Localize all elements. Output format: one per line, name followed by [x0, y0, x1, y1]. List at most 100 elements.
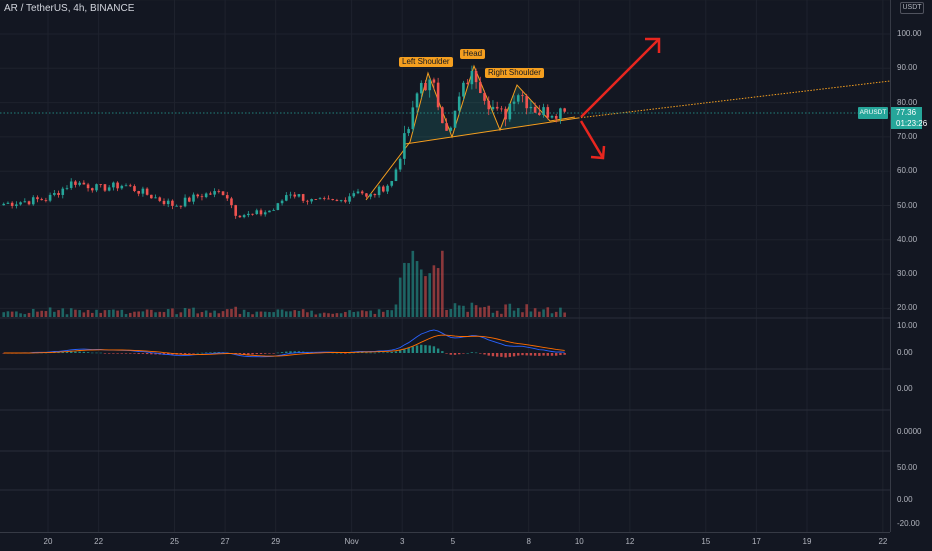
symbol-price-label: ARUSDT: [858, 107, 888, 119]
macd-histogram-bar: [82, 351, 86, 353]
volume-bar: [133, 311, 136, 317]
candle: [263, 210, 267, 217]
volume-bar: [158, 311, 162, 317]
volume-bar: [470, 302, 474, 317]
volume-bar: [19, 313, 22, 317]
head-fill: [452, 66, 500, 137]
candle: [318, 197, 322, 200]
candle: [31, 195, 35, 206]
volume-bar: [322, 312, 326, 317]
macd-histogram-bar: [95, 352, 98, 354]
candle: [373, 193, 377, 198]
candle: [268, 210, 271, 213]
volume-bar: [107, 309, 111, 317]
volume-bars: [2, 250, 566, 317]
volume-bar: [538, 311, 541, 317]
time-tick: Nov: [344, 537, 359, 546]
volume-bar: [53, 311, 56, 317]
symbol-title[interactable]: AR / TetherUS, 4h, BINANCE: [4, 3, 135, 14]
macd-histogram-bar: [382, 352, 385, 354]
candle: [474, 68, 478, 89]
candle: [521, 90, 524, 103]
macd-histogram-bar: [500, 353, 503, 357]
macd-histogram-bar: [508, 353, 512, 357]
annotation-head[interactable]: Head: [460, 49, 486, 59]
volume-bar: [441, 250, 444, 317]
candle: [453, 110, 457, 128]
volume-bar: [331, 313, 334, 317]
macd-histogram-bar: [293, 351, 296, 353]
candle: [419, 80, 423, 99]
volume-bar: [411, 250, 415, 317]
price-tick: 70.00: [897, 131, 918, 141]
candle: [65, 185, 69, 191]
volume-bar: [2, 312, 6, 317]
macd-histogram-bar: [550, 353, 554, 356]
volume-bar: [171, 308, 174, 317]
volume-bar: [230, 308, 233, 317]
volume-bar: [428, 273, 431, 317]
candle: [390, 180, 394, 188]
candle: [225, 191, 229, 202]
macd-histogram-bar: [449, 353, 452, 355]
macd-histogram-bar: [285, 351, 288, 353]
macd-histogram-bar: [204, 352, 208, 354]
candle: [221, 191, 225, 196]
candle: [120, 184, 124, 190]
candle: [78, 180, 81, 187]
macd-histogram-bar: [213, 352, 216, 353]
candle: [542, 103, 545, 118]
candle: [124, 183, 128, 187]
time-tick: 5: [450, 537, 456, 546]
volume-bar: [419, 269, 423, 317]
candle: [69, 178, 73, 190]
candle: [377, 184, 381, 198]
volume-bar: [31, 308, 35, 317]
volume-bar: [403, 262, 406, 317]
chart-area[interactable]: AR / TetherUS, 4h, BINANCE Left Shoulder…: [0, 0, 890, 532]
price-tick: 30.00: [897, 269, 918, 279]
volume-bar: [365, 311, 368, 317]
volume-bar: [48, 307, 52, 317]
time-scale[interactable]: 20 22 25 27 29 Nov 3 5 8 10 12 15 17 19 22: [0, 532, 890, 551]
volume-bar: [449, 308, 453, 317]
annotation-left-shoulder[interactable]: Left Shoulder: [399, 57, 453, 67]
candle: [57, 190, 60, 198]
volume-bar: [310, 310, 313, 317]
macd-histogram-bar: [251, 353, 254, 355]
candle: [44, 197, 48, 203]
macd-histogram-bar: [91, 352, 94, 354]
candle: [242, 213, 246, 219]
volume-bar: [318, 313, 322, 317]
volume-bar: [86, 309, 90, 317]
candle: [538, 105, 541, 116]
macd-histogram-bar: [259, 353, 263, 354]
macd-histogram-bar: [517, 353, 520, 356]
price-chart[interactable]: [0, 0, 890, 532]
price-tick: 100.00: [897, 29, 922, 38]
price-scale[interactable]: 100.00 90.00 80.00 70.00 60.00 50.00 40.00 30.0…: [890, 0, 932, 532]
annotation-right-shoulder[interactable]: Right Shoulder: [485, 68, 544, 78]
time-tick: 29: [271, 537, 281, 546]
macd-histogram-bar: [512, 353, 516, 357]
volume-bar: [221, 311, 225, 317]
macd-histogram-bar: [555, 353, 558, 356]
candle: [491, 100, 495, 111]
volume-bar: [179, 312, 183, 317]
volume-bar: [44, 311, 48, 317]
macd-histogram-bar: [124, 353, 128, 354]
candle: [525, 93, 528, 115]
grid-lines: [0, 0, 890, 532]
candle: [179, 205, 183, 209]
macd-histogram-bar: [183, 353, 187, 354]
volume-bar: [23, 314, 27, 317]
currency-badge[interactable]: USDT: [900, 2, 924, 14]
volume-bar: [474, 305, 478, 317]
macd-histogram-bar: [403, 348, 406, 353]
time-tick: 10: [574, 537, 584, 546]
volume-bar: [234, 306, 237, 317]
candle: [15, 201, 18, 209]
volume-bar: [57, 310, 60, 317]
candle: [322, 196, 326, 201]
macd-histogram-bar: [242, 353, 246, 355]
